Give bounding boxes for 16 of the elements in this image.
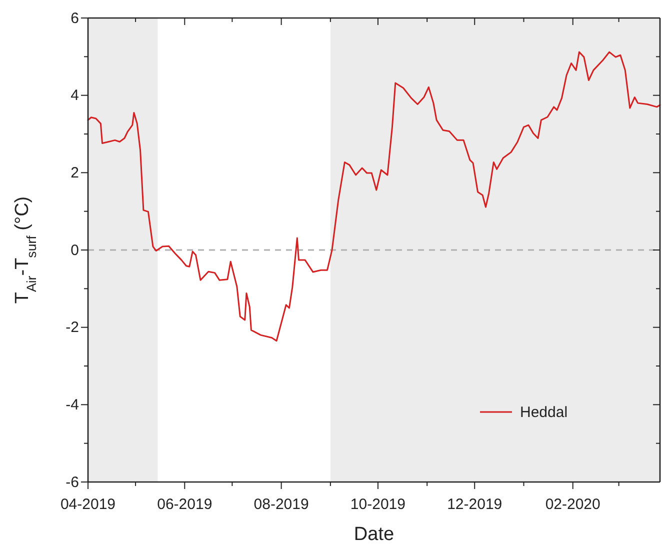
- y-tick-label: 6: [70, 10, 79, 27]
- y-tick-label: -2: [66, 319, 79, 336]
- x-tick-label: 06-2019: [157, 496, 212, 513]
- line-series: [87, 51, 661, 342]
- legend-label: Heddal: [520, 404, 568, 421]
- y-tick-label: 0: [70, 242, 79, 259]
- x-tick-label: 10-2019: [350, 496, 406, 513]
- y-tick-label: -4: [66, 396, 79, 414]
- x-tick-label: 04-2019: [60, 496, 116, 513]
- x-tick-label: 02-2020: [545, 496, 600, 513]
- x-axis-title: Date: [354, 524, 394, 545]
- y-tick-label: 2: [70, 164, 79, 182]
- x-tick-label: 08-2019: [254, 496, 309, 513]
- y-tick-label: -6: [66, 474, 79, 491]
- y-tick-label: 4: [70, 87, 79, 104]
- x-tick-label: 12-2019: [447, 496, 502, 513]
